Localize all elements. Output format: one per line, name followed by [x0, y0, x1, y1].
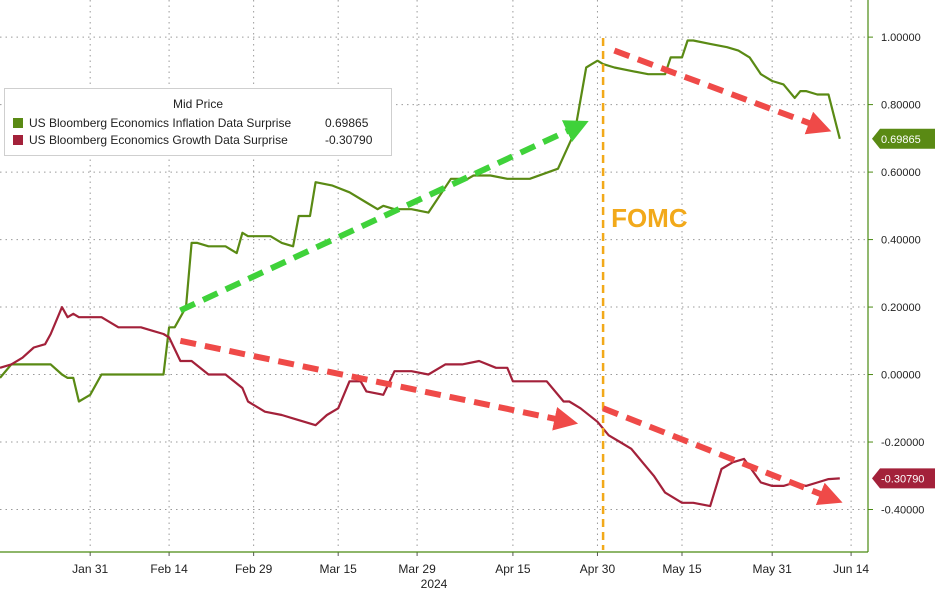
- legend-label: US Bloomberg Economics Growth Data Surpr…: [29, 133, 288, 147]
- x-tick-label: Apr 30: [580, 562, 616, 576]
- x-tick-label: Mar 15: [320, 562, 358, 576]
- y-tick-label: 0.60000: [881, 167, 921, 179]
- legend-title: Mid Price: [172, 97, 223, 111]
- y-tick-label: 0.00000: [881, 370, 921, 382]
- legend-label: US Bloomberg Economics Inflation Data Su…: [29, 116, 292, 130]
- y-tick-label: 0.80000: [881, 100, 921, 112]
- y-tick-label: 0.40000: [881, 235, 921, 247]
- downtrend-arrow: [613, 47, 832, 135]
- x-axis-year-label: 2024: [421, 577, 448, 591]
- last-value-labels: 0.69865 -0.30790: [872, 128, 935, 489]
- axes: -0.40000 -0.20000 0.00000 0.20000 0.40000 0.6…: [0, 0, 924, 591]
- growth-last-value-tag: [872, 468, 935, 489]
- legend-swatch: [13, 135, 23, 145]
- x-tick-label: Apr 15: [495, 562, 531, 576]
- inflation-last-value-tag: [872, 128, 935, 149]
- legend-item-growth: US Bloomberg Economics Growth Data Surpr…: [13, 132, 372, 148]
- growth-last-value-label: -0.30790: [881, 473, 924, 485]
- legend: Mid Price US Bloomberg Economics Inflati…: [4, 88, 392, 156]
- growth-surprise-line: [0, 306, 840, 508]
- y-tick-label: 0.20000: [881, 302, 921, 314]
- inflation-last-value-label: 0.69865: [881, 134, 921, 146]
- legend-value: -0.30790: [325, 133, 373, 147]
- y-tick-label: 1.00000: [881, 32, 921, 44]
- fomc-label: FOMC: [611, 203, 688, 233]
- x-tick-label: May 15: [662, 562, 702, 576]
- x-tick-label: Jan 31: [72, 562, 108, 576]
- x-tick-label: Feb 29: [235, 562, 273, 576]
- legend-swatch: [13, 118, 23, 128]
- fomc-marker: FOMC: [601, 38, 688, 550]
- x-tick-label: Feb 14: [150, 562, 188, 576]
- x-tick-label: Mar 29: [398, 562, 436, 576]
- x-tick-label: May 31: [753, 562, 793, 576]
- y-tick-label: -0.40000: [881, 505, 924, 517]
- legend-value: 0.69865: [325, 116, 369, 130]
- inflation-surprise-line: [0, 39, 841, 403]
- downtrend-arrow: [601, 405, 843, 506]
- trend-arrows: [179, 47, 843, 506]
- gridlines: [0, 0, 868, 550]
- downtrend-arrow: [179, 337, 579, 431]
- y-tick-label: -0.20000: [881, 437, 924, 449]
- x-tick-label: Jun 14: [833, 562, 869, 576]
- legend-item-inflation: US Bloomberg Economics Inflation Data Su…: [13, 115, 368, 131]
